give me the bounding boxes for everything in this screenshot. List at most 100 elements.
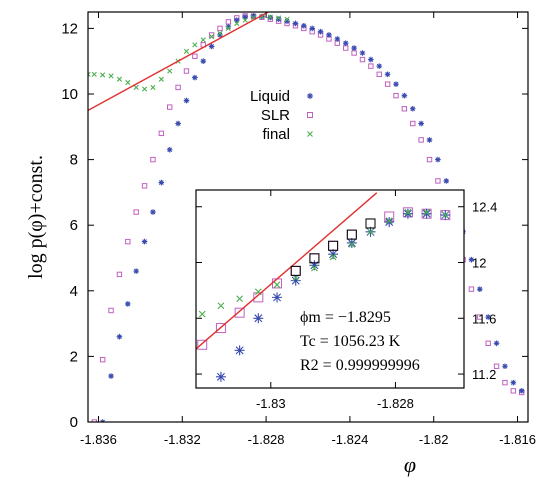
y-tick-label: 6 bbox=[70, 217, 78, 234]
slr-point bbox=[435, 178, 441, 184]
y-tick-label: 11.2 bbox=[472, 367, 496, 382]
liquid-point bbox=[200, 58, 207, 64]
liquid-point bbox=[290, 275, 301, 286]
liquid-point bbox=[150, 209, 156, 215]
final-point bbox=[200, 37, 206, 43]
slr-point bbox=[175, 84, 181, 91]
liquid-point bbox=[217, 32, 223, 38]
y-tick-label: 10 bbox=[61, 86, 78, 103]
liquid-point bbox=[253, 313, 264, 324]
slr-point bbox=[108, 307, 114, 314]
final-point bbox=[311, 264, 318, 272]
final-point bbox=[348, 240, 356, 248]
slr-point bbox=[468, 286, 475, 292]
slr-point bbox=[485, 340, 491, 346]
y-tick-label: 4 bbox=[70, 283, 78, 300]
final-point bbox=[141, 86, 148, 92]
annotation-tc: Tc = 1056.23 K bbox=[300, 333, 401, 350]
inset-background bbox=[196, 190, 464, 388]
liquid-point bbox=[401, 92, 408, 99]
liquid-point bbox=[116, 333, 123, 340]
liquid-point bbox=[192, 74, 198, 81]
y-axis-label: log p(φ)+const. bbox=[25, 155, 47, 279]
liquid-point bbox=[317, 28, 324, 35]
final-point bbox=[133, 84, 139, 91]
liquid-point bbox=[309, 260, 320, 271]
final-point bbox=[225, 25, 231, 31]
legend-label-slr: SLR bbox=[261, 107, 290, 124]
final-point bbox=[158, 76, 164, 82]
final-point bbox=[192, 42, 198, 48]
liquid-point bbox=[409, 105, 416, 112]
legend-marker-liquid bbox=[307, 93, 313, 99]
legend-markers bbox=[307, 93, 313, 137]
fit-range-box bbox=[365, 218, 376, 229]
liquid-point bbox=[133, 268, 139, 274]
liquid-point bbox=[233, 17, 240, 23]
liquid-point bbox=[242, 14, 248, 20]
slr-point bbox=[141, 183, 148, 189]
final-point bbox=[150, 84, 156, 91]
liquid-point bbox=[346, 237, 357, 248]
slr-point bbox=[351, 50, 357, 56]
liquid-point bbox=[435, 156, 441, 163]
liquid-point bbox=[183, 97, 190, 104]
liquid-point bbox=[284, 18, 290, 24]
final-point bbox=[217, 302, 225, 310]
legend-label-liquid: Liquid bbox=[250, 88, 290, 105]
liquid-point bbox=[493, 340, 500, 347]
liquid-point bbox=[225, 23, 232, 30]
final-point bbox=[404, 208, 412, 216]
liquid-point bbox=[326, 32, 332, 38]
y-tick-label: 12 bbox=[472, 256, 486, 271]
liquid-point bbox=[510, 379, 517, 386]
x-tick-label: -1.828 bbox=[377, 396, 414, 411]
main-tick-layer: -1.836 -1.832 -1.828 -1.824 -1.82 -1.816 0 2 4 6 8… bbox=[61, 12, 536, 447]
final-point bbox=[116, 76, 123, 82]
inset-clipped-marks bbox=[196, 192, 451, 382]
liquid-point bbox=[342, 40, 349, 46]
x-tick-label: -1.832 bbox=[164, 432, 201, 447]
x-tick-label: -1.816 bbox=[499, 432, 536, 447]
slr-point bbox=[158, 130, 165, 137]
liquid-point bbox=[359, 50, 366, 56]
liquid-point bbox=[108, 373, 114, 379]
slr-point bbox=[253, 292, 264, 303]
final-point bbox=[367, 228, 374, 236]
x-tick-label: -1.828 bbox=[248, 432, 285, 447]
liquid-point bbox=[275, 16, 282, 23]
liquid-point bbox=[250, 13, 257, 19]
inset-plot: -1.83 -1.828 11.2 11.6 12 12.4 ϕm = −1.8295 T… bbox=[195, 189, 497, 411]
inset-tick-layer: -1.83 -1.828 11.2 11.6 12 12.4 bbox=[196, 190, 497, 411]
slr-point bbox=[418, 137, 424, 143]
slr-point bbox=[410, 120, 416, 127]
slr-point bbox=[125, 238, 131, 245]
liquid-point bbox=[402, 208, 413, 219]
liquid-point bbox=[443, 178, 450, 184]
y-tick-label: 11.6 bbox=[472, 311, 496, 326]
liquid-point bbox=[384, 71, 391, 78]
slr-point bbox=[215, 323, 226, 334]
liquid-point bbox=[426, 137, 433, 143]
final-point bbox=[242, 17, 248, 23]
liquid-point bbox=[125, 301, 131, 307]
final-point bbox=[267, 14, 273, 20]
slr-point bbox=[343, 45, 349, 51]
slr-point bbox=[393, 92, 399, 99]
x-tick-label: -1.82 bbox=[419, 432, 449, 447]
liquid-point bbox=[166, 146, 173, 153]
liquid-point bbox=[468, 256, 475, 263]
liquid-point bbox=[384, 217, 395, 228]
liquid-point bbox=[309, 25, 315, 32]
final-point bbox=[236, 295, 244, 303]
x-tick-label: -1.824 bbox=[331, 432, 368, 447]
legend-marker-slr bbox=[307, 112, 313, 118]
final-point bbox=[217, 30, 223, 36]
slr-point bbox=[401, 106, 408, 112]
final-point bbox=[198, 310, 206, 318]
liquid-point bbox=[418, 120, 424, 127]
liquid-point bbox=[208, 43, 215, 50]
y-tick-label: 0 bbox=[70, 414, 78, 431]
liquid-point bbox=[175, 120, 181, 127]
